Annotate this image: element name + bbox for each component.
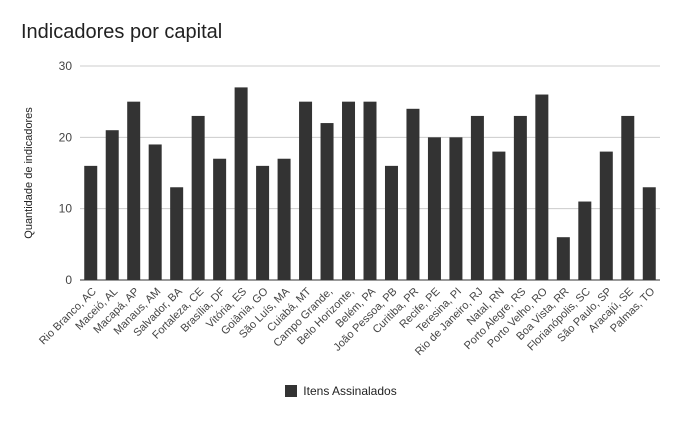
y-tick-label: 0 xyxy=(65,273,72,287)
bar xyxy=(449,137,463,280)
bar xyxy=(535,94,549,281)
bar xyxy=(578,201,592,280)
bar xyxy=(427,137,441,280)
legend-swatch xyxy=(285,385,298,397)
bar xyxy=(170,187,184,280)
bar xyxy=(492,151,506,280)
bar xyxy=(84,165,98,280)
bar xyxy=(105,130,119,280)
legend-label: Itens Assinalados xyxy=(303,384,397,398)
bar xyxy=(213,158,227,280)
bar xyxy=(299,101,313,281)
bar xyxy=(384,165,398,280)
bar xyxy=(256,165,270,280)
bar xyxy=(642,187,656,280)
bar xyxy=(148,144,162,280)
y-axis-title: Quantidade de indicadores xyxy=(23,107,35,239)
bar xyxy=(599,151,613,280)
bar xyxy=(470,115,484,280)
bar xyxy=(320,123,334,280)
bar xyxy=(342,101,356,281)
bar xyxy=(406,108,420,280)
y-tick-label: 20 xyxy=(59,130,73,144)
bar xyxy=(556,237,570,280)
bar xyxy=(621,115,635,280)
bar xyxy=(234,87,248,281)
chart-title: Indicadores por capital xyxy=(21,21,223,43)
y-tick-label: 30 xyxy=(59,59,73,73)
y-tick-label: 10 xyxy=(59,202,73,216)
bar xyxy=(191,115,205,280)
bar xyxy=(277,158,291,280)
bar xyxy=(363,101,377,281)
bar xyxy=(127,101,141,281)
legend: Itens Assinalados xyxy=(0,384,682,398)
bar xyxy=(513,115,527,280)
